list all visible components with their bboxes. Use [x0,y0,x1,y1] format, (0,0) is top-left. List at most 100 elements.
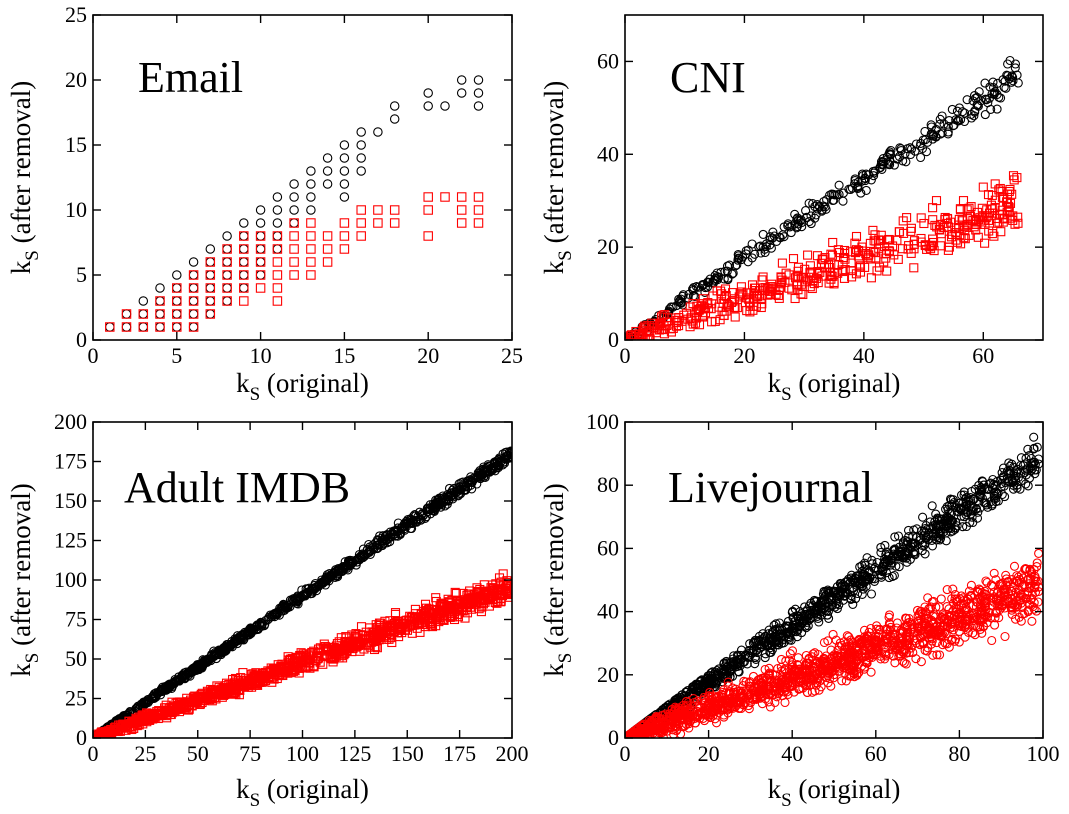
point-s0 [344,557,354,567]
point-s1 [817,271,827,281]
point-s1 [205,296,216,306]
point-s1 [956,239,966,249]
point-s0 [808,199,818,209]
point-s1 [944,242,954,252]
point-s0 [973,507,983,517]
point-s0 [423,101,433,111]
point-s1 [322,257,333,267]
point-s0 [259,621,269,631]
point-s1 [968,215,978,226]
x-axis-label: kS (original) [236,368,369,405]
point-s0 [761,241,771,252]
y-tick-label: 0 [76,327,87,352]
point-s0 [760,653,770,663]
point-s1 [758,272,768,282]
point-s1 [659,329,670,339]
y-axis-label: kS (after removal) [6,483,43,676]
point-s0 [833,587,843,597]
point-s0 [916,535,926,545]
point-s1 [205,270,216,280]
point-s0 [918,537,928,548]
point-s1 [439,605,449,615]
point-s1 [312,651,322,661]
point-s1 [289,231,299,241]
point-s0 [790,604,800,614]
point-s1 [231,681,241,691]
point-s1 [188,296,199,306]
point-s1 [96,730,106,738]
point-s0 [1029,457,1039,467]
x-axis-label: kS (original) [236,774,369,811]
point-s1 [188,270,199,280]
point-s1 [830,268,840,278]
point-s0 [339,179,350,189]
point-s1 [874,243,884,253]
point-s0 [786,228,796,238]
point-s1 [625,333,633,340]
y-tick-label: 100 [54,567,87,592]
point-s0 [306,192,316,202]
point-s0 [783,221,793,231]
point-s1 [853,251,863,261]
point-s0 [779,638,789,648]
point-s1 [852,646,862,656]
point-s1 [356,205,366,215]
point-s1 [439,603,449,613]
point-s0 [289,179,299,189]
point-s1 [978,211,988,221]
point-s1 [942,585,952,595]
point-s1 [1002,197,1012,207]
point-s0 [441,494,451,504]
point-s0 [473,75,484,85]
plot-frame [92,14,513,341]
point-s0 [498,449,508,459]
point-s0 [681,687,691,698]
point-s0 [322,179,333,189]
point-s1 [289,257,299,267]
point-s0 [180,674,190,684]
point-s1 [142,709,153,719]
point-s0 [165,680,175,690]
y-tick-label: 15 [65,132,87,157]
point-s0 [467,484,477,494]
point-s1 [863,251,873,261]
point-s1 [460,613,470,623]
point-s0 [817,600,827,610]
point-s0 [188,666,198,677]
point-s0 [943,121,953,131]
point-s0 [289,205,299,215]
point-s1 [788,254,799,264]
point-s0 [322,153,333,163]
x-tick-label: 0 [620,343,631,368]
y-tick-label: 5 [76,262,87,287]
point-s1 [248,669,258,679]
point-s1 [459,598,469,608]
point-s0 [356,166,366,176]
point-s1 [155,309,165,319]
point-s1 [643,321,653,331]
point-s1 [774,293,784,303]
point-s0 [848,599,858,609]
point-s1 [737,287,747,297]
point-s0 [356,140,366,150]
x-tick-label: 15 [333,343,355,368]
point-s0 [936,526,946,536]
point-s0 [710,682,720,692]
point-s1 [241,679,251,690]
point-s1 [456,192,467,202]
point-s0 [881,561,891,571]
point-s0 [967,486,977,496]
point-s1 [872,266,882,276]
point-s1 [994,217,1004,227]
point-s0 [758,242,768,252]
point-s0 [193,660,203,671]
point-s1 [745,307,755,317]
point-s1 [866,254,876,264]
point-s0 [214,646,224,656]
point-s0 [155,283,165,293]
point-s0 [339,192,350,202]
point-s1 [1003,576,1013,586]
point-s1 [787,646,798,656]
point-s1 [931,196,942,206]
point-s0 [797,222,807,232]
